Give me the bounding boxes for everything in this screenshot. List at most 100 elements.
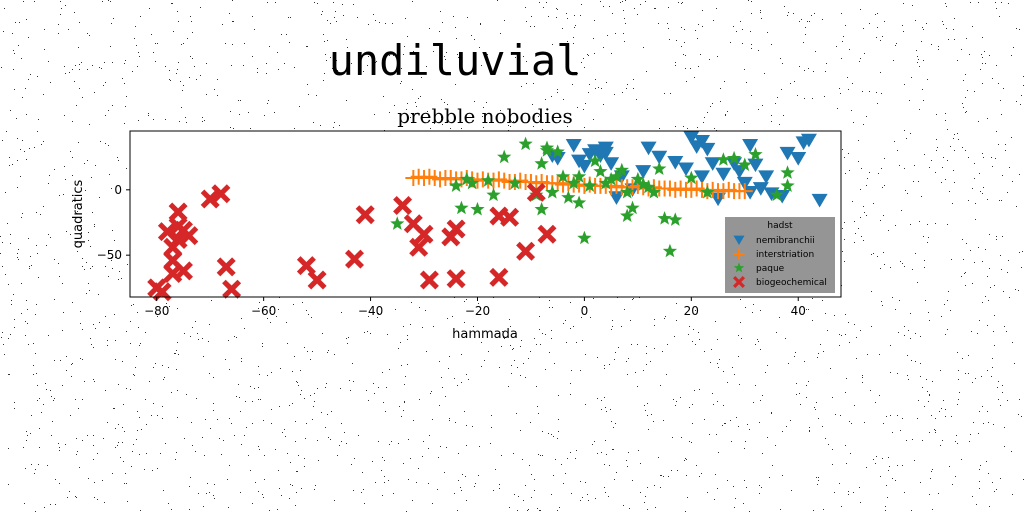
y-axis-label: quadratics [71,179,86,248]
data-point [614,162,629,177]
legend-marker-paque [733,262,745,273]
data-point [699,142,716,157]
data-point [296,256,316,276]
data-point [345,249,364,269]
data-point [780,165,795,179]
data-point [630,171,645,186]
data-point [769,187,784,202]
data-point [174,261,193,281]
y-tick-label: −50 [97,248,122,262]
data-point [446,269,466,289]
data-point [620,184,635,199]
data-point [677,162,694,177]
data-point [640,141,657,156]
legend-marker-nemibranchii [733,235,745,245]
data-point [576,159,593,174]
series-biogeochemical [147,182,557,302]
data-point [409,237,429,257]
data-point [790,152,807,166]
data-point [222,279,242,299]
data-point [726,157,743,171]
data-point [758,170,775,184]
data-point [652,161,667,175]
x-axis-ticks: −80 −60 −40 −20 0 20 40 [144,297,806,318]
data-point [635,165,652,179]
series-nemibranchii [544,131,828,208]
data-point [748,147,763,161]
data-point [726,150,742,165]
data-point [779,146,796,161]
data-point [539,143,555,157]
chart-title: prebble nobodies [397,104,572,128]
data-point [545,184,560,199]
data-point [470,201,485,216]
data-point [620,208,635,222]
data-point [216,257,236,277]
data-point [355,205,375,225]
data-point [588,153,603,168]
data-point [561,190,576,204]
data-point [500,207,520,227]
data-point [534,201,549,216]
data-point [179,226,199,246]
data-point [307,270,327,290]
data-point [811,193,828,208]
data-point [537,224,557,244]
data-point [742,186,759,200]
data-point [742,138,759,153]
data-point [454,200,469,215]
data-point [497,149,512,164]
data-point [211,184,231,204]
y-axis-ticks: −50 0 [97,183,130,262]
data-point [684,170,699,185]
data-point [603,157,620,171]
data-point [651,150,668,165]
legend-label-paque: paque [756,264,785,274]
data-point [565,138,582,153]
data-point [390,216,405,230]
data-point [704,157,721,171]
data-point [800,133,817,148]
data-point [555,169,571,183]
data-point [566,175,581,190]
data-point [752,182,769,196]
legend-marker-biogeochemical [733,276,745,288]
data-point [668,212,683,226]
data-point [736,183,753,200]
x-tick-label: −60 [251,304,276,318]
figure-suptitle: undiluvial [328,36,582,85]
data-point [667,155,684,170]
legend-label-interstriation: interstriation [756,250,814,260]
data-point [641,179,656,194]
data-point [446,219,466,239]
data-point [657,211,672,225]
data-point [518,136,533,151]
data-point [577,230,592,245]
data-point [597,141,614,156]
data-point [571,169,587,183]
data-point [604,171,619,186]
data-point [715,167,732,182]
data-point [534,156,549,170]
data-point [593,164,608,178]
data-point [549,152,566,166]
data-point [683,131,700,145]
data-point [780,178,795,192]
data-point [516,241,536,261]
data-point [571,195,587,209]
x-tick-label: 20 [684,304,699,318]
data-point [598,175,613,190]
data-point [700,184,715,199]
data-point [710,192,727,207]
x-tick-label: −40 [358,304,383,318]
data-point [481,173,496,187]
data-point [550,144,565,158]
x-tick-label: 0 [581,304,589,318]
data-point [526,182,546,202]
data-point [636,177,651,191]
data-point [449,178,464,192]
x-tick-label: −20 [465,304,490,318]
data-point [716,152,731,166]
data-point [646,184,661,199]
